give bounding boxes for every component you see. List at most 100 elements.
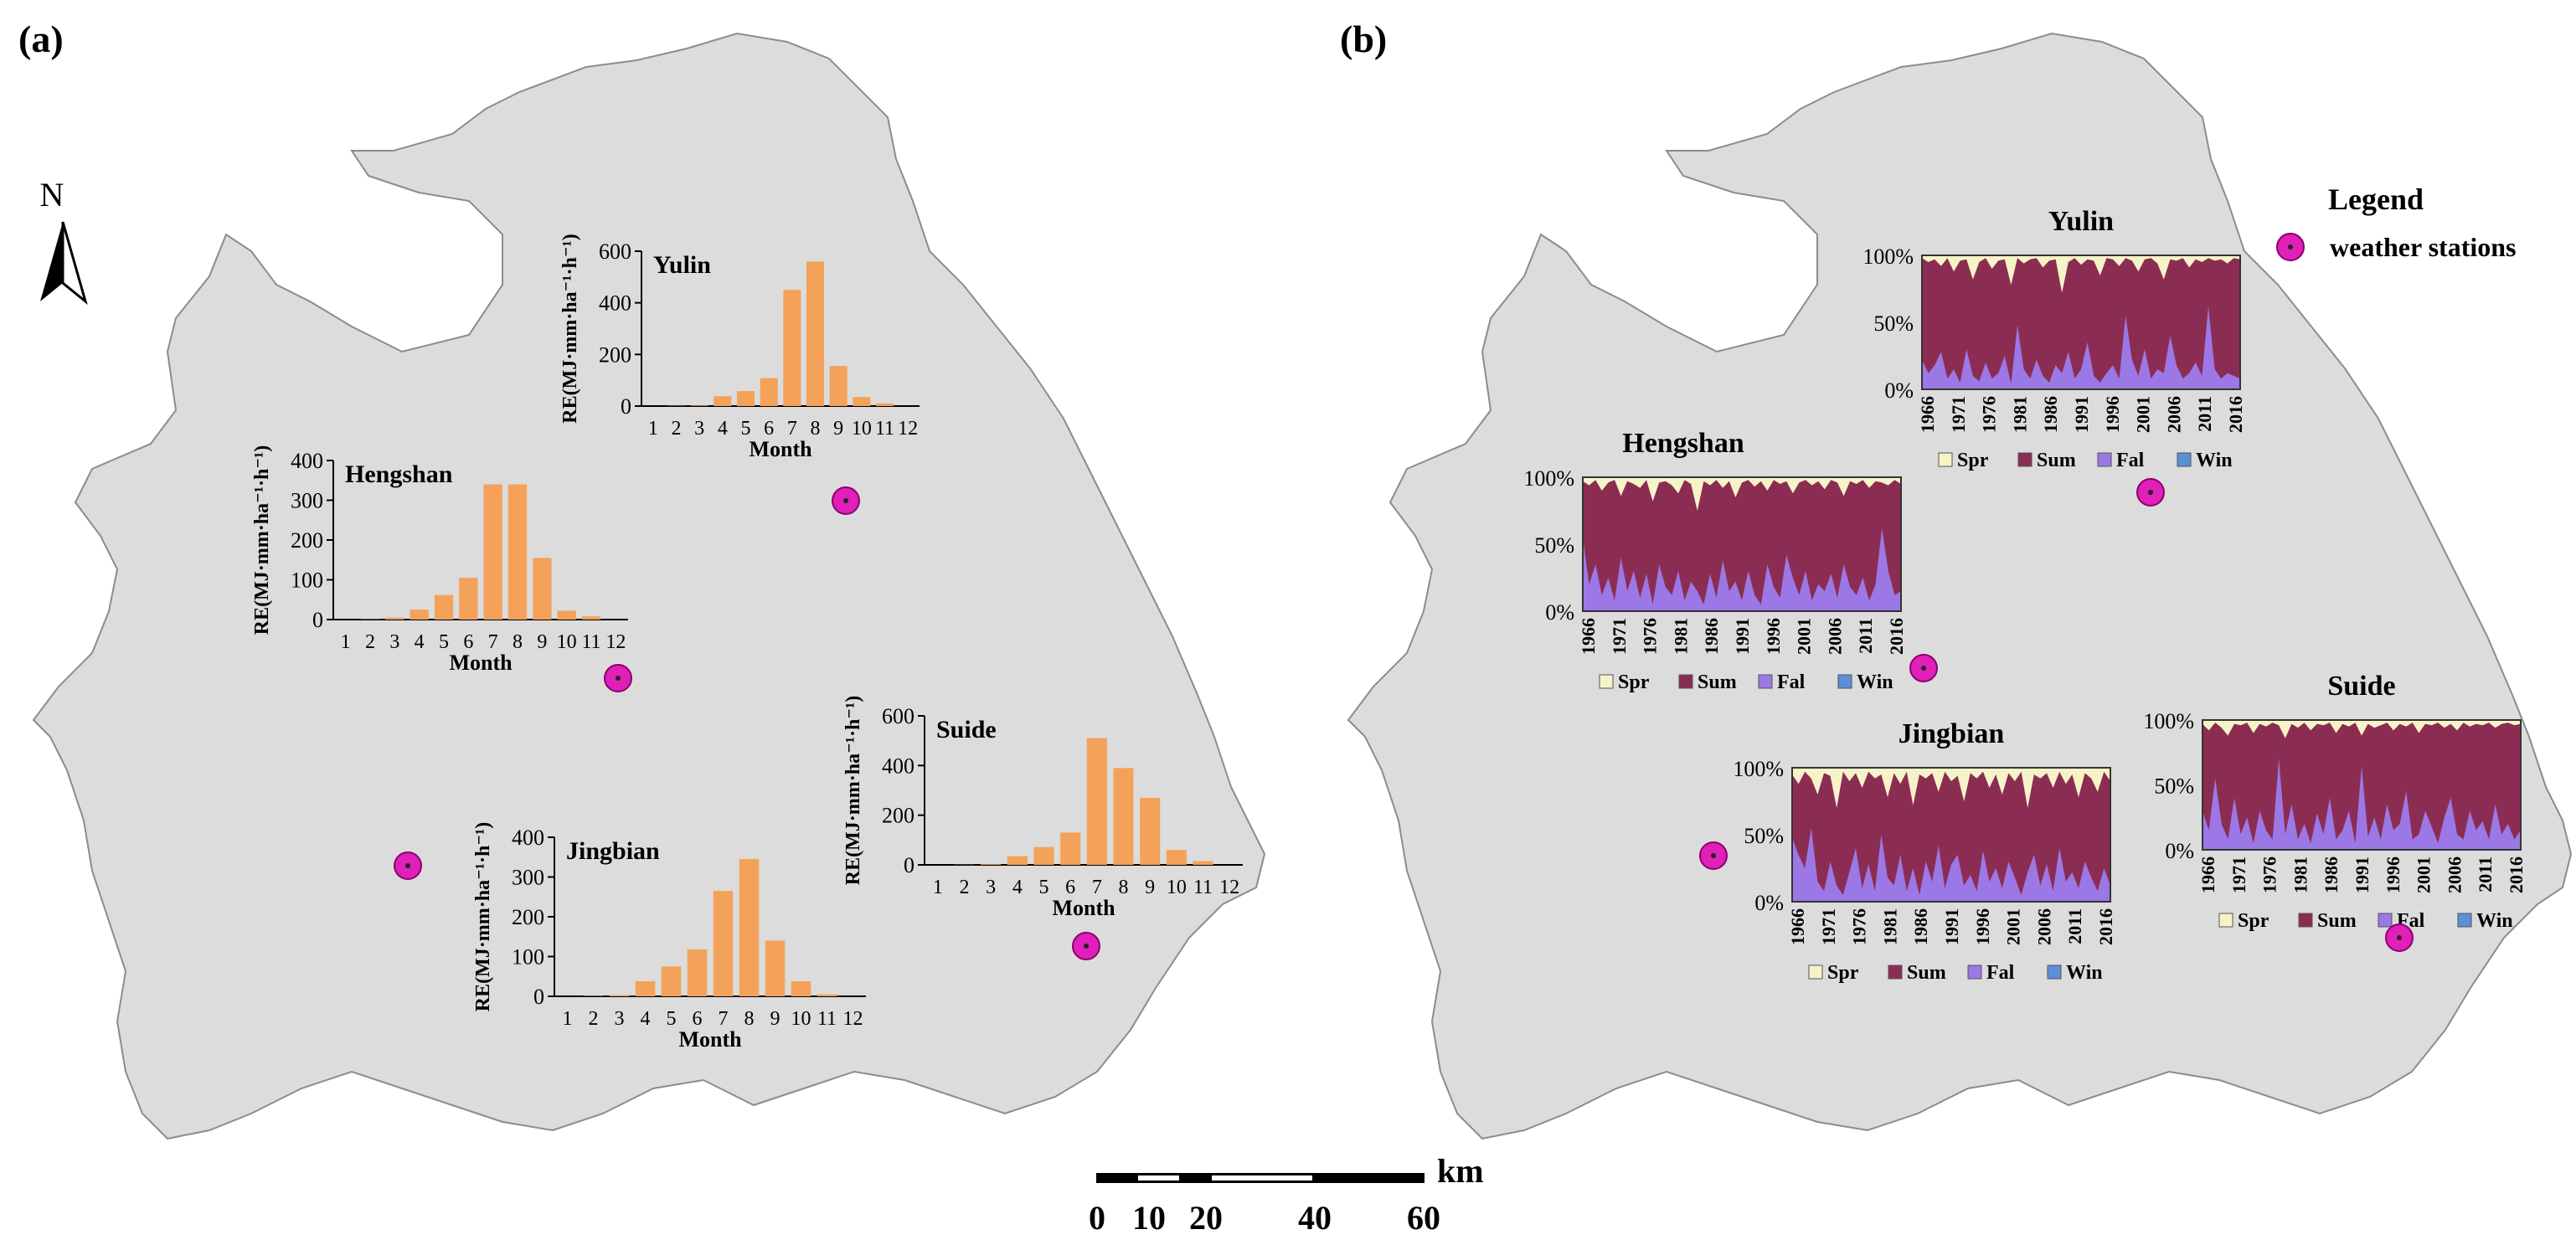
chart-title: Suide (2327, 671, 2395, 702)
y-axis-label: RE(MJ·mm·ha⁻¹·h⁻¹) (559, 234, 581, 423)
y-tick-label: 100% (1733, 757, 1784, 781)
legend-label-spr: Spr (1618, 671, 1650, 693)
y-tick-label: 0% (1545, 600, 1574, 625)
legend-swatch-sum (1678, 674, 1693, 689)
x-tick-label: 2006 (2163, 396, 2184, 433)
x-tick-label: 2 (589, 1008, 599, 1030)
area-chart-suide: 0% 50% 100% 1966 1971 1976 1981 1986 1991 1996 200… (2143, 671, 2527, 932)
x-tick-label: 1976 (1849, 908, 1870, 945)
y-tick-label: 200 (599, 342, 631, 367)
stations-layer (394, 478, 2414, 960)
x-tick-label: 1981 (2009, 396, 2030, 433)
area-fal-suide (2202, 759, 2521, 850)
x-tick-label: 2011 (2475, 856, 2496, 892)
bar-jingbian-10 (791, 980, 811, 996)
x-tick-label: 6 (764, 418, 774, 440)
x-tick-label: 1991 (1941, 908, 1962, 945)
area-fal-jingbian (1792, 828, 2110, 902)
x-tick-label: 10 (1167, 877, 1187, 898)
y-tick-label: 300 (512, 866, 544, 890)
legend-swatch-sum (1888, 965, 1903, 980)
x-tick-label: 1981 (1670, 618, 1691, 655)
legend-swatch-spr (1599, 674, 1614, 689)
bar-suide-11 (1193, 861, 1213, 865)
legend-label-sum: Sum (1907, 962, 1946, 984)
y-tick-label: 100% (1862, 244, 1914, 269)
legend-label-fal: Fal (2116, 450, 2145, 471)
x-tick-label: 2006 (1824, 618, 1845, 655)
x-tick-label: 1996 (2383, 856, 2403, 893)
x-tick-label: 1966 (1787, 908, 1808, 945)
station-marker-dot (2397, 935, 2402, 940)
legend-swatch-sum (2017, 452, 2032, 467)
bar-yulin-4 (714, 396, 732, 406)
legend-swatch-win (1837, 674, 1852, 689)
x-tick-label: 11 (1193, 877, 1213, 898)
legend: Legend weather stations (2276, 183, 2517, 262)
scale-tick-60: 60 (1407, 1199, 1440, 1237)
scale-tick-0: 0 (1089, 1199, 1105, 1237)
x-tick-label: 10 (791, 1008, 811, 1030)
x-tick-label: 1 (648, 418, 658, 440)
legend-label-win: Win (2066, 962, 2103, 984)
y-tick-label: 400 (512, 826, 544, 850)
bar-suide-6 (1060, 832, 1081, 865)
legend-swatch-win (2177, 452, 2192, 467)
y-tick-label: 400 (599, 291, 631, 316)
x-tick-label: 1981 (2290, 856, 2311, 893)
y-tick-label: 600 (599, 239, 631, 264)
legend-label-win: Win (2476, 910, 2513, 932)
x-tick-label: 3 (986, 877, 996, 898)
area-fal-yulin (1922, 306, 2240, 389)
bar-suide-5 (1033, 846, 1054, 865)
y-tick-label: 400 (882, 754, 914, 778)
legend-swatch-win (2047, 965, 2062, 980)
x-tick-label: 1986 (1701, 618, 1722, 655)
x-tick-label: 1 (341, 631, 351, 653)
station-marker-dot (843, 498, 848, 503)
y-tick-label: 300 (291, 489, 323, 513)
x-tick-label: 2016 (1886, 618, 1907, 655)
y-axis-label: RE(MJ·mm·ha⁻¹·h⁻¹) (472, 822, 494, 1011)
y-tick-label: 100% (1523, 466, 1574, 491)
legend-label-spr: Spr (1827, 962, 1859, 984)
x-tick-label: 2006 (2033, 908, 2054, 945)
x-tick-label: 2001 (2414, 856, 2434, 893)
bar-suide-9 (1140, 797, 1161, 865)
bar-jingbian-4 (635, 980, 656, 996)
bar-yulin-5 (736, 391, 755, 406)
x-tick-label: 4 (718, 418, 728, 440)
legend-item-label: weather stations (2330, 232, 2517, 262)
x-tick-label: 8 (1119, 877, 1129, 898)
x-tick-label: 1986 (2040, 396, 2061, 433)
legend-swatch-spr (1808, 965, 1823, 980)
y-tick-label: 100 (291, 568, 323, 593)
bar-hengshan-7 (483, 484, 502, 620)
area-chart-yulin: 0% 50% 100% 1966 1971 1976 1981 1986 1991 1996 200… (1862, 206, 2246, 471)
x-tick-label: 2011 (2064, 908, 2085, 944)
x-tick-label: 8 (744, 1008, 755, 1030)
legend-swatch-win (2457, 913, 2472, 928)
x-tick-label: 9 (770, 1008, 781, 1030)
y-tick-label: 200 (512, 905, 544, 929)
scale-tick-20: 20 (1189, 1199, 1223, 1237)
y-tick-label: 200 (882, 804, 914, 828)
bar-yulin-6 (760, 378, 778, 406)
bar-yulin-10 (853, 397, 871, 406)
x-tick-label: 1996 (1972, 908, 1993, 945)
legend-label-win: Win (2196, 450, 2233, 471)
legend-label-spr: Spr (1957, 450, 1989, 471)
x-tick-label: 2016 (2225, 396, 2246, 433)
bar-hengshan-10 (557, 610, 576, 620)
panel-label-a: (a) (18, 18, 64, 60)
x-tick-label: 3 (389, 631, 399, 653)
area-spr-jingbian (1792, 768, 2110, 808)
bar-suide-10 (1166, 850, 1187, 865)
area-spr-yulin (1922, 255, 2240, 293)
chart-title: Suide (936, 716, 997, 743)
x-tick-label: 1971 (1609, 618, 1630, 655)
x-tick-label: 7 (787, 418, 797, 440)
bar-jingbian-5 (661, 966, 682, 996)
legend-swatch-fal (1967, 965, 1982, 980)
